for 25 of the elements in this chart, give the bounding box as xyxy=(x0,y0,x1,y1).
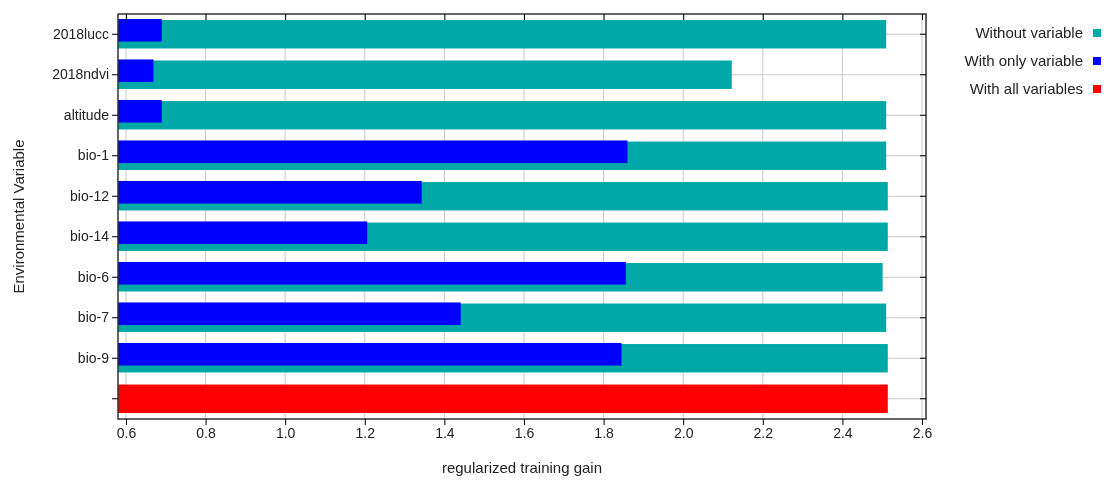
y-tick-label: bio-7 xyxy=(77,309,110,326)
x-tick-label: 1.6 xyxy=(514,424,535,441)
y-tick-label: bio-12 xyxy=(70,187,110,204)
x-tick-label: 2.6 xyxy=(912,424,933,441)
x-tick-label: 1.2 xyxy=(355,424,376,441)
y-tick-label: bio-1 xyxy=(77,147,110,164)
y-tick-label: bio-9 xyxy=(77,349,110,366)
x-axis-title: regularized training gain xyxy=(441,459,603,476)
legend-label: Without variable xyxy=(975,24,1083,41)
x-tick-label: 0.8 xyxy=(196,424,217,441)
x-tick-label: 0.6 xyxy=(116,424,137,441)
x-tick-label: 1.8 xyxy=(594,424,615,441)
y-tick-label: 2018lucc xyxy=(52,25,109,42)
y-tick-label: bio-14 xyxy=(70,228,110,245)
y-tick-label: altitude xyxy=(63,106,110,123)
legend-label: With only variable xyxy=(964,52,1083,69)
x-tick-label: 2.2 xyxy=(753,424,774,441)
x-tick-label: 2.0 xyxy=(673,424,694,441)
legend-label: With all variables xyxy=(969,80,1083,97)
y-axis-title: Environmental Variable xyxy=(10,139,27,294)
x-tick-label: 1.0 xyxy=(275,424,296,441)
y-tick-label: bio-6 xyxy=(77,268,110,285)
x-tick-label: 2.4 xyxy=(833,424,853,441)
x-tick-label: 1.4 xyxy=(435,424,455,441)
y-tick-label: 2018ndvi xyxy=(52,66,109,83)
